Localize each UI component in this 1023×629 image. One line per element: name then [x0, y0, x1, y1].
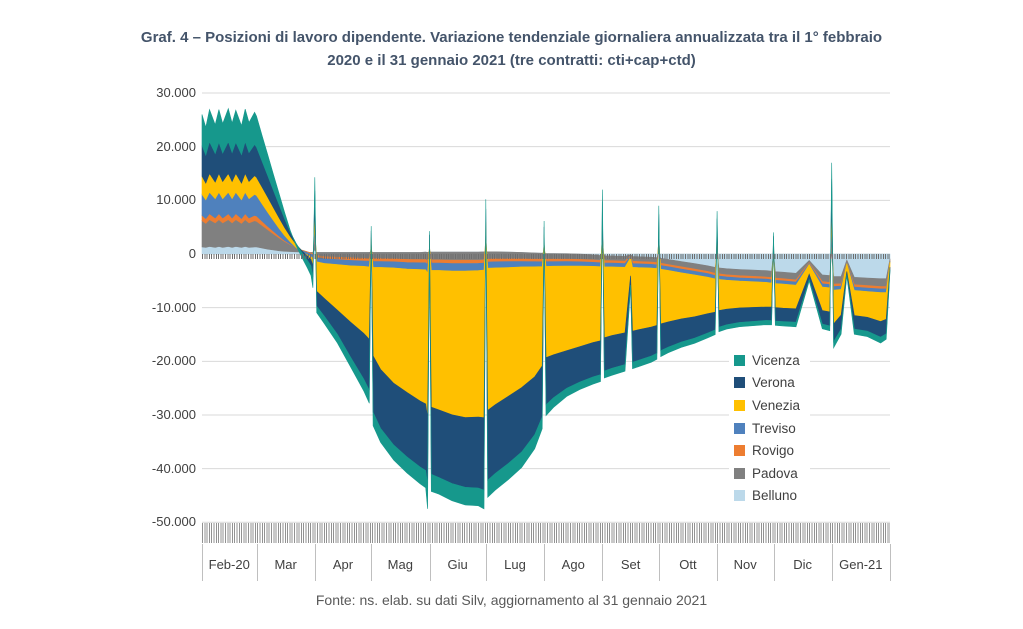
- y-axis-label: 20.000: [156, 138, 196, 154]
- legend-label-padova: Padova: [752, 465, 798, 481]
- y-axis-label: -10.000: [151, 299, 196, 315]
- x-axis-month-label: Feb-20: [208, 557, 250, 572]
- date-axis-tickmarks: [202, 523, 890, 543]
- legend-item-venezia: Venezia: [734, 394, 800, 417]
- chart-title-line1: Graf. 4 – Posizioni di lavoro dipendente…: [140, 29, 883, 46]
- y-axis-label: -20.000: [151, 353, 196, 369]
- legend-label-rovigo: Rovigo: [752, 443, 795, 459]
- legend-swatch-venezia: [734, 399, 745, 411]
- legend-item-verona: Verona: [734, 372, 800, 395]
- month-separator: [658, 544, 660, 581]
- legend-swatch-vicenza: [734, 354, 745, 366]
- x-axis-month-label: Ago: [561, 557, 585, 572]
- legend-swatch-rovigo: [734, 445, 745, 457]
- x-axis-month-label: Ott: [679, 557, 697, 572]
- month-separator: [256, 544, 258, 581]
- legend-item-treviso: Treviso: [734, 417, 800, 440]
- y-axis-label: -50.000: [151, 514, 196, 530]
- zero-axis-tickmarks: [202, 254, 890, 259]
- month-separator: [485, 544, 487, 581]
- month-separator: [202, 544, 203, 581]
- x-axis-month-label: Mag: [387, 557, 413, 572]
- legend-swatch-treviso: [734, 422, 745, 434]
- x-axis-month-label: Apr: [332, 557, 354, 572]
- month-separator: [314, 544, 316, 581]
- legend-swatch-verona: [734, 377, 745, 389]
- legend: Vicenza Verona Venezia Treviso Rovigo Padova B…: [729, 345, 811, 512]
- legend-item-rovigo: Rovigo: [734, 439, 800, 462]
- x-axis-month-label: Gen-21: [839, 557, 883, 572]
- x-axis-month-label: Mar: [274, 557, 297, 572]
- y-axis-label: 0: [188, 245, 196, 261]
- x-axis-month-label: Set: [620, 557, 641, 572]
- month-separator: [773, 544, 775, 581]
- x-axis-month-label: Dic: [793, 557, 812, 572]
- legend-label-treviso: Treviso: [752, 420, 796, 436]
- month-separator: [544, 544, 546, 581]
- month-separator: [717, 544, 719, 581]
- month-separator: [429, 544, 431, 581]
- chart-title: Graf. 4 – Posizioni di lavoro dipendente…: [40, 26, 983, 72]
- area-series-vicenza: [201, 107, 891, 510]
- month-separator: [602, 544, 604, 581]
- legend-swatch-belluno: [734, 490, 745, 502]
- legend-item-padova: Padova: [734, 462, 800, 485]
- legend-label-vicenza: Vicenza: [752, 352, 800, 368]
- month-separator: [831, 544, 833, 581]
- source-footer: Fonte: ns. elab. su dati Silv, aggiornam…: [315, 592, 708, 608]
- month-separator: [890, 544, 891, 581]
- y-axis-label: 30.000: [156, 85, 196, 100]
- y-axis-label: -40.000: [151, 460, 196, 476]
- month-separator: [371, 544, 373, 581]
- x-axis-month-label: Lug: [504, 557, 526, 572]
- y-axis-label: -30.000: [151, 406, 196, 422]
- y-axis-label: 10.000: [156, 192, 196, 208]
- legend-item-belluno: Belluno: [734, 485, 800, 508]
- x-axis-month-label: Nov: [733, 557, 757, 572]
- legend-label-venezia: Venezia: [752, 397, 801, 413]
- legend-swatch-padova: [734, 467, 745, 479]
- legend-label-belluno: Belluno: [752, 488, 798, 504]
- legend-label-verona: Verona: [752, 375, 795, 391]
- x-axis-month-label: Giu: [447, 557, 468, 572]
- chart-title-line2: 2020 e il 31 gennaio 2021 (tre contratti…: [327, 52, 696, 69]
- legend-item-vicenza: Vicenza: [734, 349, 800, 372]
